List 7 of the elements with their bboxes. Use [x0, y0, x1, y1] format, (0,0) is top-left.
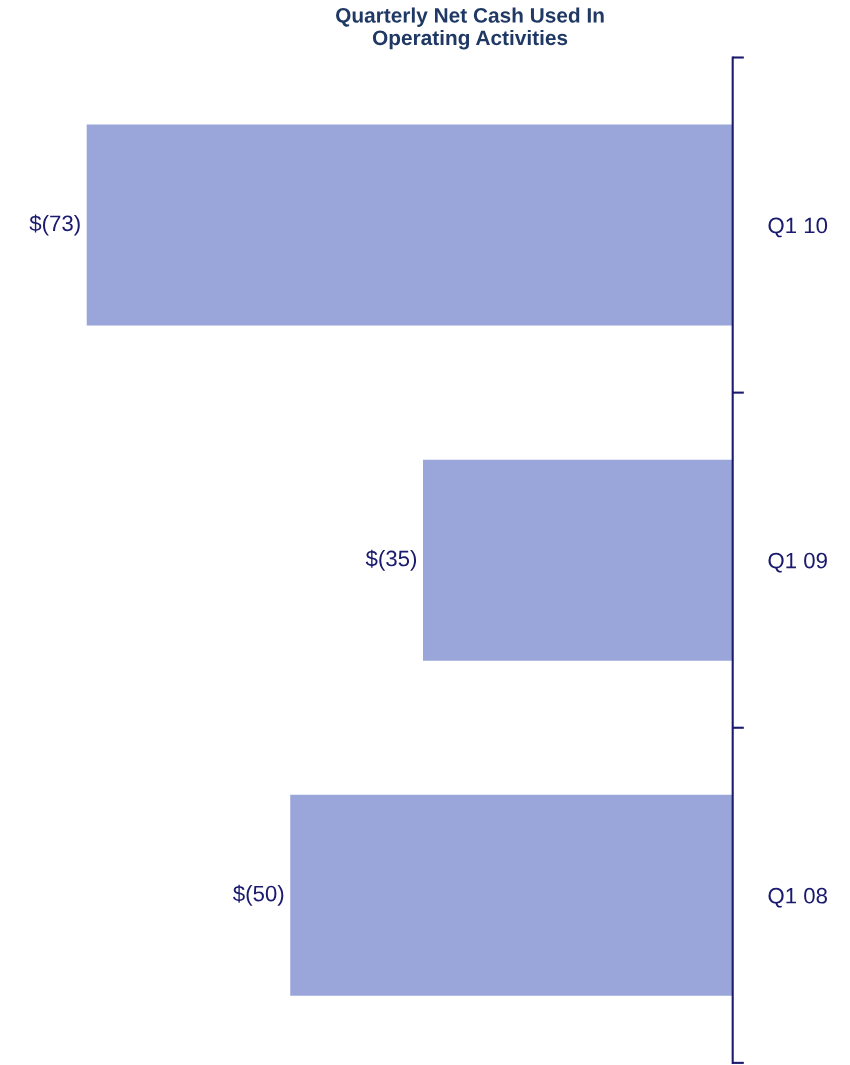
data-label: $(35)	[365, 549, 417, 571]
data-label: $(50)	[233, 884, 284, 906]
y-tick-label: Q1 08	[768, 887, 827, 908]
chart-title: Quarterly Net Cash Used In Operating Activities	[336, 7, 604, 50]
data-label: $(73)	[29, 214, 80, 236]
y-tick-label: Q1 09	[768, 552, 827, 573]
y-tick-label: Q1 10	[768, 217, 828, 238]
